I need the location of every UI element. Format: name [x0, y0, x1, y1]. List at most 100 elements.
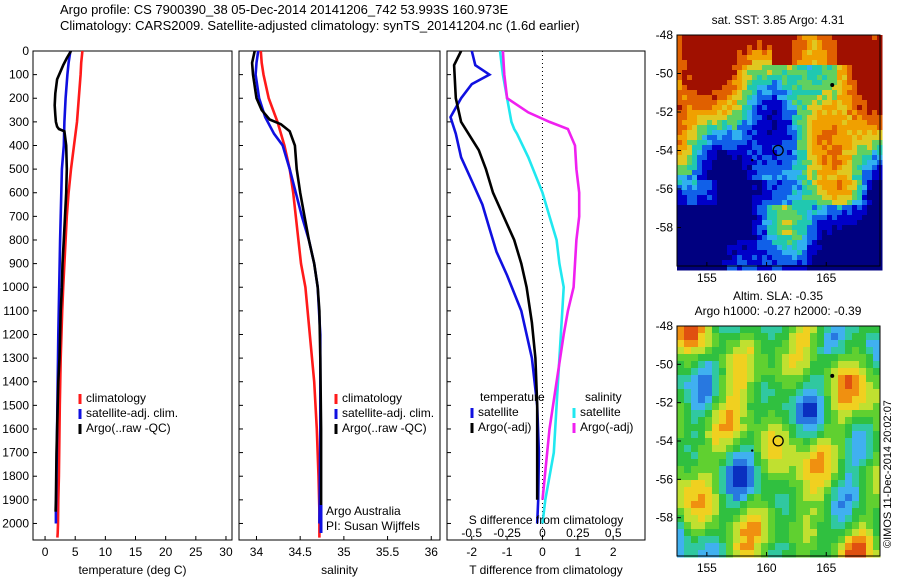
map-cell — [754, 480, 762, 488]
map-cell — [867, 135, 873, 141]
map-cell — [812, 40, 818, 46]
map-cell — [727, 80, 733, 86]
map-cell — [782, 245, 788, 251]
map-cell — [767, 245, 773, 251]
map-cell — [859, 480, 867, 488]
map-cell — [822, 130, 828, 136]
map-cell — [775, 466, 783, 474]
map-cell — [817, 459, 825, 467]
map-cell — [866, 347, 874, 355]
map-cell — [775, 515, 783, 523]
map-cell — [817, 389, 825, 397]
map-cell — [757, 90, 763, 96]
legend-argo: Argo(..raw -QC) — [342, 421, 427, 435]
map-cell — [677, 389, 685, 397]
map-cell — [852, 205, 858, 211]
map-cell — [684, 403, 692, 411]
map-cell — [719, 501, 727, 509]
map-cell — [687, 205, 693, 211]
map-cell — [867, 195, 873, 201]
map-cell — [822, 70, 828, 76]
map-cell — [752, 85, 758, 91]
map-cell — [857, 160, 863, 166]
map-cell — [852, 382, 860, 390]
map-cell — [787, 85, 793, 91]
map-cell — [752, 235, 758, 241]
map-cell — [827, 155, 833, 161]
map-cell — [822, 205, 828, 211]
map-cell — [682, 170, 688, 176]
map-cell — [822, 50, 828, 56]
map-cell — [707, 80, 713, 86]
map-cell — [842, 220, 848, 226]
map-cell — [697, 245, 703, 251]
map-cell — [792, 190, 798, 196]
map-cell — [717, 95, 723, 101]
map-cell — [796, 424, 804, 432]
map-cell — [702, 235, 708, 241]
map-cell — [742, 85, 748, 91]
map-cell — [677, 340, 685, 348]
map-cell — [691, 487, 699, 495]
map-cell — [832, 215, 838, 221]
map-cell — [762, 105, 768, 111]
map-cell — [737, 95, 743, 101]
map-cell — [717, 185, 723, 191]
map-cell — [682, 80, 688, 86]
x-tick-label: 25 — [189, 545, 203, 559]
map-cell — [852, 515, 860, 523]
map-cell — [717, 220, 723, 226]
map-cell — [726, 445, 734, 453]
map-cell — [733, 389, 741, 397]
map-cell — [832, 165, 838, 171]
map-cell — [692, 80, 698, 86]
map-cell — [807, 220, 813, 226]
map-cell — [859, 396, 867, 404]
map-cell — [687, 200, 693, 206]
map-cell — [837, 85, 843, 91]
map-cell — [747, 75, 753, 81]
y-tick-label: -52 — [656, 105, 674, 119]
map-cell — [722, 230, 728, 236]
map-cell — [702, 130, 708, 136]
map-cell — [857, 260, 863, 266]
map-cell — [775, 543, 783, 551]
map-cell — [872, 145, 878, 151]
map-cell — [802, 170, 808, 176]
map-cell — [789, 403, 797, 411]
difference-panel: -2 -1 0 1 2T difference from climatology-0.5… — [446, 50, 646, 577]
map-cell — [852, 326, 860, 334]
map-cell — [761, 529, 769, 537]
map-cell — [702, 180, 708, 186]
map-cell — [817, 90, 823, 96]
map-cell — [817, 529, 825, 537]
map-cell — [831, 508, 839, 516]
map-cell — [737, 210, 743, 216]
map-cell — [682, 175, 688, 181]
map-cell — [772, 70, 778, 76]
map-cell — [687, 245, 693, 251]
map-cell — [682, 95, 688, 101]
x-tick-label: 1 — [574, 545, 581, 559]
map-cell — [722, 145, 728, 151]
map-cell — [698, 396, 706, 404]
map-cell — [810, 473, 818, 481]
map-cell — [862, 60, 868, 66]
legend-climatology: climatology — [342, 391, 402, 405]
map-cell — [852, 100, 858, 106]
map-cell — [797, 90, 803, 96]
map-cell — [757, 110, 763, 116]
map-cell — [762, 240, 768, 246]
map-cell — [772, 115, 778, 121]
map-cell — [705, 459, 713, 467]
map-cell — [732, 195, 738, 201]
map-cell — [727, 220, 733, 226]
map-cell — [831, 452, 839, 460]
map-cell — [722, 80, 728, 86]
map-cell — [697, 35, 703, 41]
map-cell — [789, 550, 797, 558]
map-cell — [692, 260, 698, 266]
map-cell — [697, 130, 703, 136]
map-cell — [837, 155, 843, 161]
map-cell — [842, 230, 848, 236]
